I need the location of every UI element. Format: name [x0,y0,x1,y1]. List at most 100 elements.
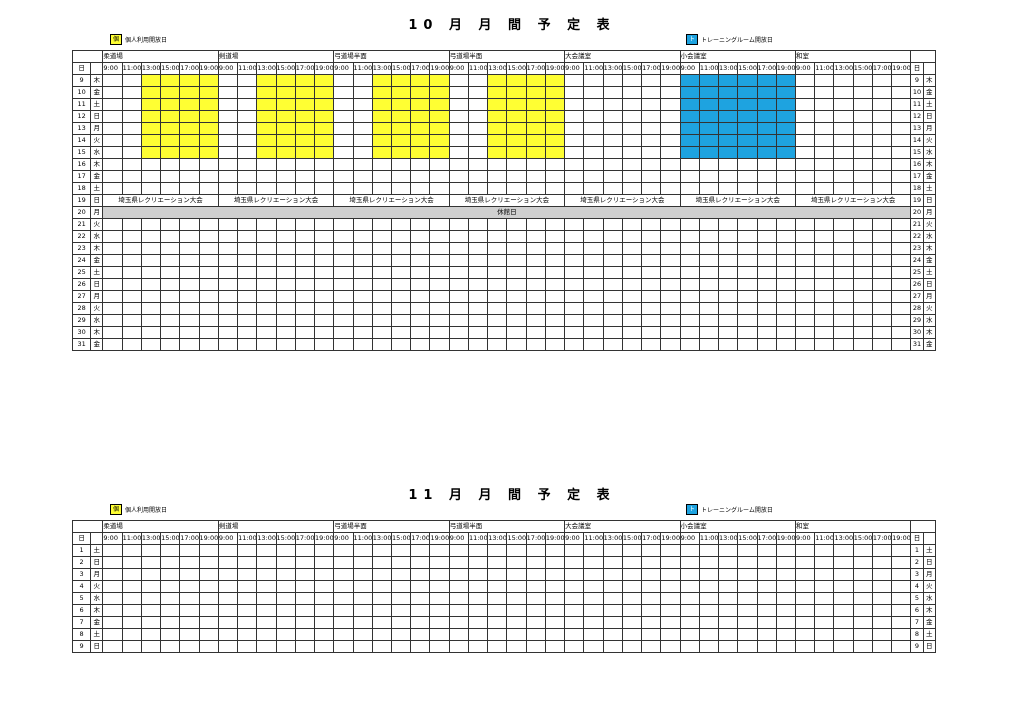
slot-cell [737,640,758,653]
slot-cell [756,568,777,581]
slot-cell [237,86,258,99]
slot-cell [506,98,527,111]
slot-cell [140,314,162,327]
slot-cell [698,182,720,195]
slot-cell [814,110,835,123]
slot-cell [564,616,585,629]
slot-cell [140,242,162,255]
slot-cell [102,218,123,231]
slot-cell [160,314,181,327]
time-slot-label: 17:00 [294,62,316,75]
slot-cell [140,230,162,243]
time-slot-label: 11:00 [583,62,604,75]
slot-cell [487,290,508,303]
slot-cell [525,580,546,593]
slot-cell [390,640,412,653]
slot-cell [121,314,142,327]
slot-cell [121,86,142,99]
slot-cell [564,544,585,557]
slot-cell [833,338,854,351]
slot-cell [313,122,335,135]
slot-cell [660,302,681,315]
time-slot-label: 15:00 [275,532,296,545]
slot-cell [852,640,873,653]
slot-cell [506,86,527,99]
slot-cell [198,230,219,243]
slot-cell [814,254,835,267]
slot-cell [429,302,450,315]
slot-cell [487,170,508,183]
slot-cell [833,556,854,569]
slot-cell [237,278,258,291]
slot-cell [333,122,354,135]
weekday-cell: 土 [90,628,104,641]
slot-cell [698,314,720,327]
date-cell: 27 [910,290,924,303]
slot-cell [448,218,469,231]
date-cell: 11 [910,98,924,111]
slot-cell [237,568,258,581]
slot-cell [602,86,623,99]
time-slot-label: 19:00 [544,62,566,75]
time-slot-label: 11:00 [237,532,258,545]
slot-cell [294,556,316,569]
slot-cell [410,568,431,581]
slot-cell [756,182,777,195]
slot-cell [641,230,662,243]
date-cell: 9 [910,74,924,87]
slot-cell [198,314,219,327]
facility-header: 弓道場半面 [448,50,566,63]
slot-cell [698,580,720,593]
slot-cell [525,134,546,147]
slot-cell [564,640,585,653]
slot-cell [756,86,777,99]
weekday-cell: 土 [90,266,104,279]
table-row: 28 火 28 火 [71,302,937,315]
slot-cell [121,254,142,267]
slot-cell [102,592,123,605]
slot-cell [179,242,200,255]
slot-cell [294,290,316,303]
slot-cell [602,338,623,351]
slot-cell [217,146,239,159]
slot-cell [217,290,239,303]
slot-cell [121,74,142,87]
slot-cell [390,302,412,315]
table-row: 31 金 31 金 [71,338,937,351]
slot-cell [506,74,527,87]
slot-cell [583,278,604,291]
slot-cell [583,218,604,231]
slot-cell [641,170,662,183]
slot-cell [621,544,643,557]
date-cell: 25 [910,266,924,279]
slot-cell [506,266,527,279]
slot-cell [487,338,508,351]
slot-cell [756,290,777,303]
slot-cell [641,290,662,303]
slot-cell [660,326,681,339]
slot-cell [891,290,912,303]
slot-cell [352,110,373,123]
date-cell: 7 [71,616,92,629]
slot-cell [544,266,566,279]
slot-cell [313,170,335,183]
time-slot-label: 11:00 [698,62,720,75]
slot-cell [390,628,412,641]
table-row: 17 金 17 金 [71,170,937,183]
slot-cell [140,158,162,171]
slot-cell [256,628,277,641]
facility-header: 柔道場 [102,50,219,63]
slot-cell [313,338,335,351]
slot-cell [621,254,643,267]
slot-cell [506,146,527,159]
slot-cell [852,146,873,159]
slot-cell [564,74,585,87]
slot-cell [313,278,335,291]
slot-cell [102,568,123,581]
time-slot-label: 11:00 [583,532,604,545]
time-slot-label: 19:00 [544,532,566,545]
slot-cell [525,86,546,99]
slot-cell [544,314,566,327]
slot-cell [179,158,200,171]
slot-cell [313,218,335,231]
